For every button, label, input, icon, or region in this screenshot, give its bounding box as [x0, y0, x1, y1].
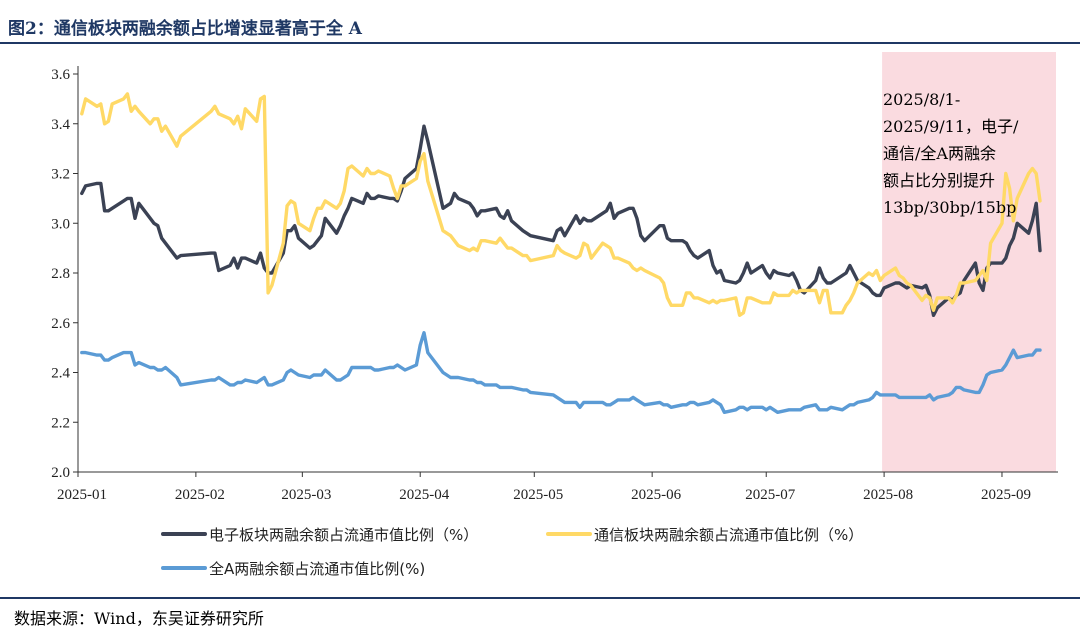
x-tick-label: 2025-05	[513, 487, 563, 503]
source-divider	[0, 597, 1080, 599]
y-tick-label: 3.0	[51, 216, 70, 232]
y-tick-label: 2.4	[51, 366, 70, 382]
line-chart: 2.0 2.2 2.4 2.6 2.8 3.0 3.2 3.4 3.6 2025-01 2025-0…	[51, 52, 1058, 578]
y-tick-label: 2.6	[51, 316, 70, 332]
annotation-text-line: 2025/9/11，电子/	[883, 117, 1019, 136]
x-tick-label: 2025-02	[175, 487, 225, 503]
legend-label: 通信板块两融余额占流通市值比例（%）	[594, 526, 863, 544]
highlight-band	[882, 52, 1056, 472]
dianzi-series-line	[80, 124, 1042, 317]
legend-label: 电子板块两融余额占流通市值比例（%）	[209, 526, 478, 544]
y-tick-label: 2.8	[51, 266, 70, 282]
figure-title: 图2：通信板块两融余额占比增速显著高于全 A	[8, 19, 362, 39]
legend-item-tongxin: 通信板块两融余额占流通市值比例（%）	[546, 526, 863, 544]
legend-item-dianzi: 电子板块两融余额占流通市值比例（%）	[161, 526, 478, 544]
legend-label: 全A两融余额占流通市值比例(%)	[209, 560, 425, 578]
annotation-text-line: 额占比分别提升	[883, 171, 995, 190]
title-divider	[0, 42, 1080, 44]
y-tick-label: 3.2	[51, 167, 70, 183]
y-tick-label: 3.6	[51, 67, 70, 83]
y-tick-label: 3.4	[51, 117, 70, 133]
x-tick-label: 2025-07	[745, 487, 795, 503]
y-tick-label: 2.2	[51, 415, 70, 431]
x-tick-label: 2025-03	[281, 487, 331, 503]
quanA-series-line	[80, 331, 1042, 414]
annotation-text-line: 2025/8/1-	[883, 90, 960, 109]
x-tick-label: 2025-04	[399, 487, 449, 503]
y-tick-label: 2.0	[51, 465, 70, 481]
x-tick-label: 2025-08	[863, 487, 913, 503]
legend-item-quanA: 全A两融余额占流通市值比例(%)	[161, 560, 425, 578]
x-tick-label: 2025-01	[57, 487, 107, 503]
data-source: 数据来源：Wind，东吴证券研究所	[14, 609, 264, 628]
annotation-text-line: 通信/全A两融余	[883, 144, 996, 163]
x-tick-label: 2025-09	[981, 487, 1031, 503]
annotation-text-line: 13bp/30bp/15bp	[883, 198, 1016, 217]
x-tick-label: 2025-06	[631, 487, 681, 503]
tongxin-series-line	[80, 92, 1042, 317]
